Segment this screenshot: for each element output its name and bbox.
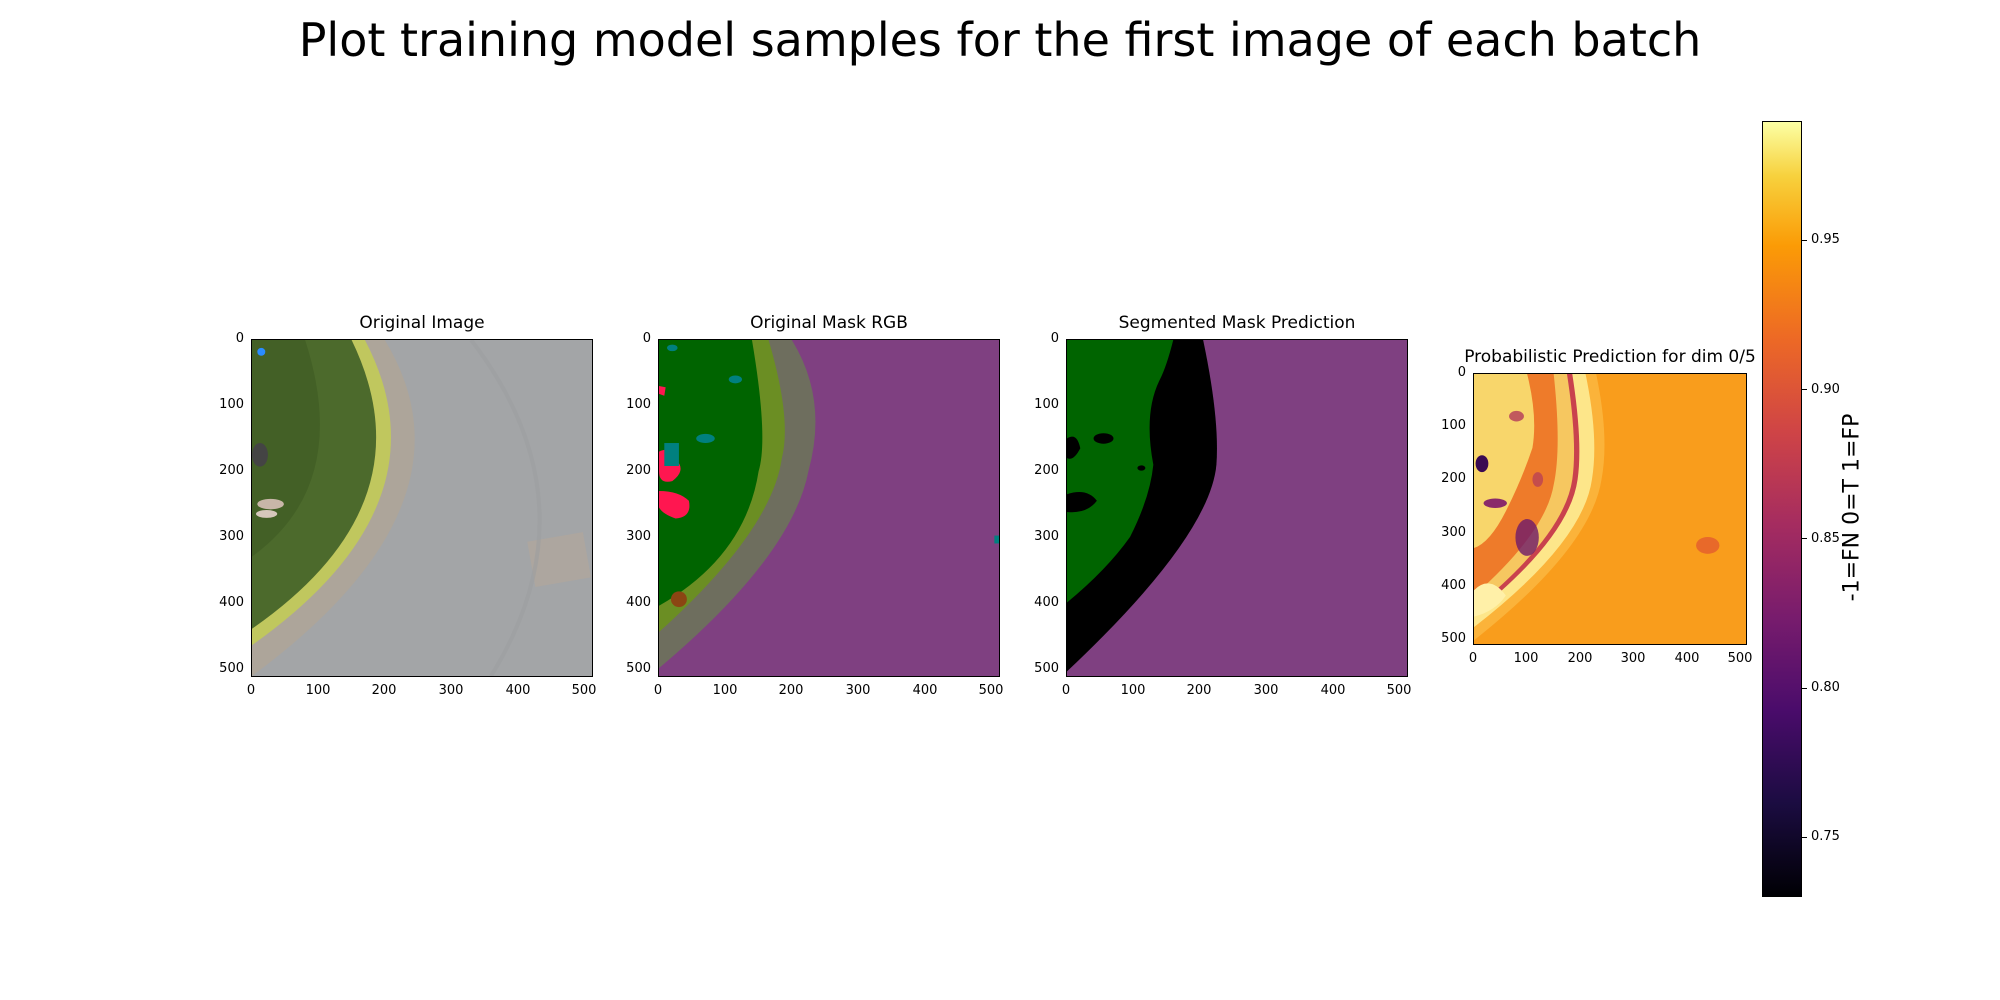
tick-label: 200 — [1186, 683, 1212, 698]
original-mask-panel — [658, 339, 1000, 677]
colorbar-label: -1=FN 0=T 1=FP — [1839, 413, 1865, 602]
tick-label: 400 — [1674, 651, 1700, 666]
tick-label: 100 — [1441, 418, 1466, 433]
tick-label: 300 — [1441, 525, 1466, 540]
colorbar-tick-label: 0.95 — [1811, 232, 1840, 248]
tick-label: 400 — [1441, 578, 1466, 593]
tick-label: 0 — [235, 331, 244, 346]
tick-label: 500 — [571, 683, 597, 698]
tick-label: 500 — [1441, 631, 1466, 646]
tick-label: 100 — [1513, 651, 1539, 666]
tick-label: 500 — [626, 661, 651, 676]
figure-title: Plot training model samples for the firs… — [298, 13, 1702, 67]
colorbar-tick-mark — [1802, 389, 1807, 391]
tick-label: 400 — [219, 595, 244, 610]
probabilistic-prediction-panel — [1473, 373, 1747, 645]
tick-label: 100 — [712, 683, 738, 698]
tick-label: 0 — [1061, 683, 1071, 698]
segmented-mask-panel — [1066, 339, 1408, 677]
tick-label: 400 — [1320, 683, 1346, 698]
colorbar — [1762, 121, 1802, 897]
colorbar-tick-label: 0.90 — [1811, 381, 1840, 397]
panel-title-segmented-mask: Segmented Mask Prediction — [1118, 313, 1356, 333]
colorbar-tick-label: 0.75 — [1811, 829, 1840, 845]
panel-title-original-mask: Original Mask RGB — [750, 313, 908, 333]
tick-label: 100 — [305, 683, 331, 698]
tick-label: 400 — [505, 683, 531, 698]
tick-label: 0 — [1468, 651, 1478, 666]
panel-title-original-image: Original Image — [359, 313, 485, 333]
tick-label: 100 — [626, 397, 651, 412]
tick-label: 500 — [978, 683, 1004, 698]
tick-label: 200 — [371, 683, 397, 698]
tick-label: 100 — [1034, 397, 1059, 412]
tick-label: 0 — [1050, 331, 1059, 346]
tick-label: 100 — [219, 397, 244, 412]
tick-label: 500 — [219, 661, 244, 676]
colorbar-tick-mark — [1802, 836, 1807, 838]
tick-label: 200 — [1034, 463, 1059, 478]
colorbar-tick-mark — [1802, 239, 1807, 241]
original-image-panel — [251, 339, 593, 677]
tick-label: 400 — [1034, 595, 1059, 610]
colorbar-tick-label: 0.80 — [1811, 680, 1840, 696]
tick-label: 500 — [1727, 651, 1753, 666]
tick-label: 300 — [1253, 683, 1279, 698]
tick-label: 300 — [438, 683, 464, 698]
tick-label: 100 — [1120, 683, 1146, 698]
tick-label: 500 — [1386, 683, 1412, 698]
colorbar-tick-label: 0.85 — [1811, 530, 1840, 546]
tick-label: 200 — [219, 463, 244, 478]
colorbar-tick-mark — [1802, 687, 1807, 689]
tick-label: 300 — [845, 683, 871, 698]
tick-label: 200 — [626, 463, 651, 478]
tick-label: 0 — [1457, 365, 1466, 380]
tick-label: 400 — [912, 683, 938, 698]
tick-label: 300 — [219, 529, 244, 544]
tick-label: 0 — [246, 683, 256, 698]
tick-label: 300 — [1034, 529, 1059, 544]
panel-title-probabilistic: Probabilistic Prediction for dim 0/5 — [1464, 347, 1756, 367]
tick-label: 200 — [778, 683, 804, 698]
tick-label: 400 — [626, 595, 651, 610]
tick-label: 0 — [653, 683, 663, 698]
tick-label: 300 — [626, 529, 651, 544]
tick-label: 0 — [642, 331, 651, 346]
tick-label: 200 — [1567, 651, 1593, 666]
tick-label: 300 — [1620, 651, 1646, 666]
tick-label: 500 — [1034, 661, 1059, 676]
tick-label: 200 — [1441, 471, 1466, 486]
colorbar-tick-mark — [1802, 538, 1807, 540]
